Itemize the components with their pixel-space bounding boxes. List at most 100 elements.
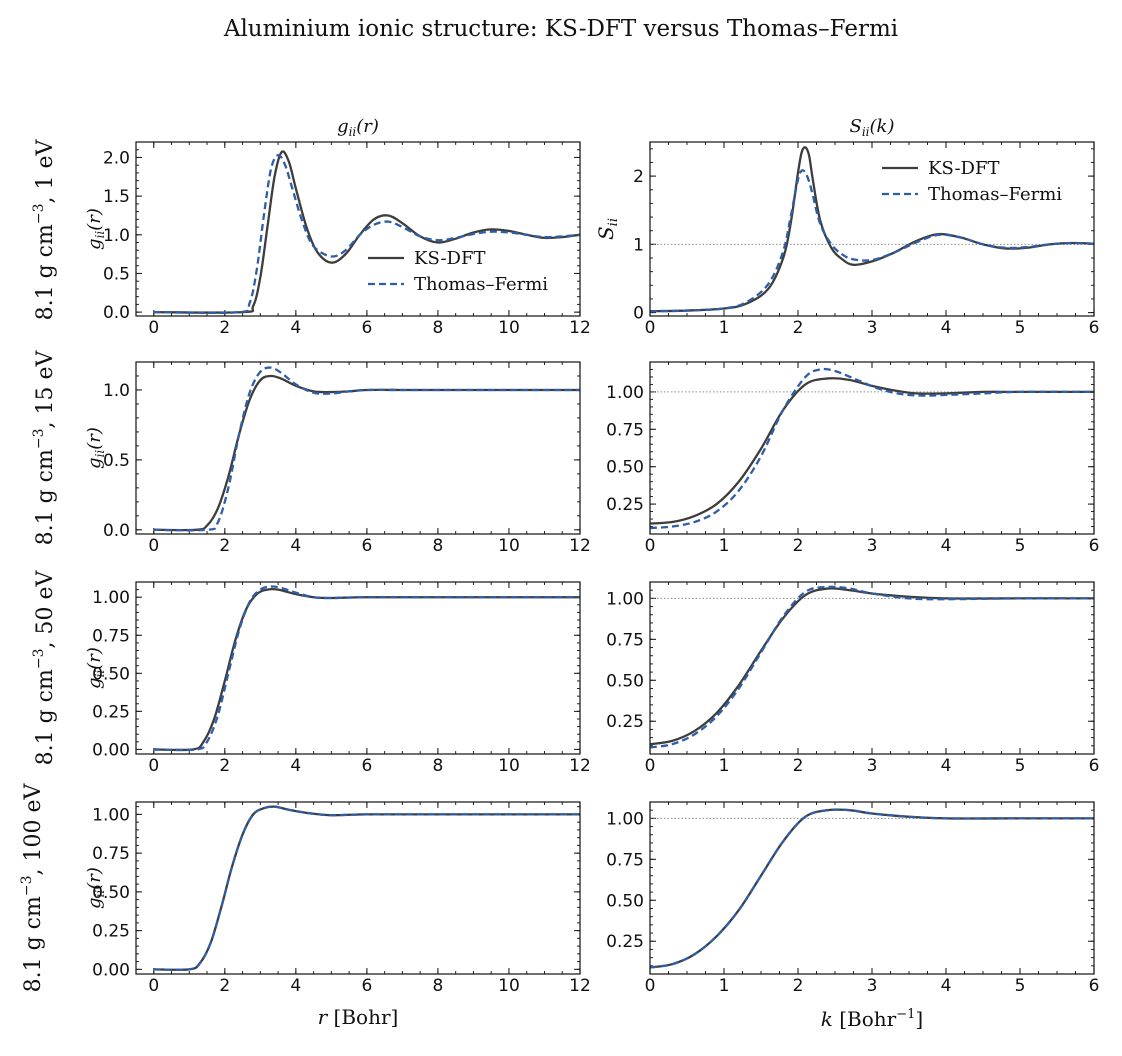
row-label-3: 8.1 g cm−3, 50 eV [31, 570, 58, 766]
x-tick-label: 3 [867, 756, 878, 776]
x-tick-label: 3 [867, 976, 878, 996]
y-axis-label-s: Sii [594, 218, 621, 240]
y-tick-label: 1.00 [606, 589, 644, 609]
x-tick-label: 1 [719, 976, 730, 996]
x-tick-label: 2 [793, 318, 804, 338]
x-axis-label-k: k [Bohr−1] [821, 1007, 923, 1031]
axes-frame [649, 141, 1095, 317]
x-tick-label: 4 [290, 536, 301, 556]
y-tick-label: 2 [633, 167, 644, 187]
x-tick-label: 4 [941, 756, 952, 776]
series-group [153, 585, 580, 752]
series-group [650, 146, 1094, 313]
y-axis-label-g: gii(r) [84, 867, 107, 909]
panel-g-15eV: 0 2 4 6 8 10 12 0.0 0.5 1.0 gii(r) [84, 361, 591, 556]
y-tick-label: 0.75 [606, 850, 644, 870]
svg-text:Sii: Sii [594, 218, 621, 240]
x-tick-label: 2 [219, 756, 230, 776]
x-tick-label: 5 [1015, 976, 1026, 996]
x-tick-label: 10 [498, 536, 520, 556]
x-tick-label: 6 [1089, 756, 1100, 776]
y-tick-label: 0.25 [92, 702, 130, 722]
series-line-thomas-fermi [153, 153, 580, 314]
x-tick-label: 6 [361, 976, 372, 996]
axes-frame [135, 581, 581, 755]
axes-frame [135, 361, 581, 535]
y-tick-label: 0.25 [606, 712, 644, 732]
x-tick-label: 3 [867, 536, 878, 556]
y-tick-label: 0.50 [606, 671, 644, 691]
x-tick-label: 0 [645, 756, 656, 776]
series-group [650, 367, 1094, 530]
svg-text:8.1 g cm−3, 1 eV: 8.1 g cm−3, 1 eV [31, 139, 58, 321]
y-tick-label: 0.50 [606, 458, 644, 478]
x-tick-label: 6 [1089, 536, 1100, 556]
y-tick-label: 0.00 [92, 740, 130, 760]
x-tick-label: 4 [941, 976, 952, 996]
y-tick-label: 1.0 [103, 381, 130, 401]
y-tick-label: 1.00 [606, 383, 644, 403]
x-tick-label: 6 [361, 756, 372, 776]
x-tick-label: 2 [793, 756, 804, 776]
series-group [650, 585, 1094, 749]
series-group [153, 366, 580, 532]
y-tick-label: 0.75 [606, 420, 644, 440]
y-tick-label: 0.50 [606, 891, 644, 911]
y-tick-label: 1.5 [103, 187, 130, 207]
row-label-1: 8.1 g cm−3, 1 eV [31, 139, 58, 321]
x-tick-label: 0 [148, 756, 159, 776]
y-tick-label: 0.75 [92, 844, 130, 864]
y-tick-label: 0.50 [92, 883, 130, 903]
series-line-thomas-fermi [650, 367, 1094, 530]
svg-text:gii(r): gii(r) [84, 208, 107, 250]
series-line-ks-dft [153, 587, 580, 752]
y-tick-label: 0.25 [606, 495, 644, 515]
x-tick-label: 6 [361, 536, 372, 556]
legend-label-thomas-fermi: Thomas–Fermi [414, 274, 548, 295]
x-tick-label: 6 [361, 318, 372, 338]
column-title-g: gii(r) [337, 116, 379, 139]
x-tick-label: 0 [645, 318, 656, 338]
x-tick-label: 8 [433, 756, 444, 776]
x-tick-label: 0 [148, 976, 159, 996]
x-tick-label: 1 [719, 536, 730, 556]
x-tick-label: 12 [569, 756, 591, 776]
y-tick-label: 0.5 [103, 264, 130, 284]
series-line-ks-dft [650, 808, 1094, 969]
x-tick-label: 2 [793, 976, 804, 996]
y-tick-label: 0.00 [92, 960, 130, 980]
y-tick-label: 0.25 [92, 922, 130, 942]
x-tick-label: 2 [219, 976, 230, 996]
y-tick-label: 0.75 [92, 626, 130, 646]
axes-frame [649, 801, 1095, 975]
svg-text:8.1 g cm−3, 100 eV: 8.1 g cm−3, 100 eV [19, 783, 46, 993]
legend-label-thomas-fermi: Thomas–Fermi [928, 184, 1062, 205]
svg-text:gii(r): gii(r) [84, 867, 107, 909]
y-tick-label: 0.50 [92, 664, 130, 684]
x-tick-label: 2 [219, 318, 230, 338]
series-line-ks-dft [153, 805, 580, 971]
series-line-thomas-fermi [650, 808, 1094, 969]
column-title-s: Sii(k) [850, 116, 895, 139]
series-group [153, 805, 580, 971]
y-tick-label: 0 [633, 304, 644, 324]
y-axis-label-g: gii(r) [84, 647, 107, 689]
x-tick-label: 0 [148, 318, 159, 338]
x-tick-label: 2 [219, 536, 230, 556]
panel-g-50eV: 0 2 4 6 8 10 12 0.00 0.25 0.50 0.75 1.00 gii(r) [84, 581, 591, 776]
x-tick-label: 8 [433, 976, 444, 996]
svg-text:8.1 g cm−3, 15 eV: 8.1 g cm−3, 15 eV [31, 350, 58, 546]
y-tick-label: 1.0 [103, 226, 130, 246]
legend: KS-DFT Thomas–Fermi [882, 158, 1062, 205]
legend: KS-DFT Thomas–Fermi [368, 248, 548, 295]
x-tick-label: 2 [793, 536, 804, 556]
x-tick-label: 6 [1089, 318, 1100, 338]
x-tick-label: 12 [569, 536, 591, 556]
x-tick-label: 5 [1015, 318, 1026, 338]
x-tick-label: 4 [941, 536, 952, 556]
y-tick-label: 1.00 [606, 809, 644, 829]
panel-S-1eV: 0 1 2 3 4 5 6 0 1 2 Sii KS-DFT Thomas–Fermi [594, 141, 1100, 338]
y-tick-label: 0.0 [103, 521, 130, 541]
x-tick-label: 0 [645, 536, 656, 556]
